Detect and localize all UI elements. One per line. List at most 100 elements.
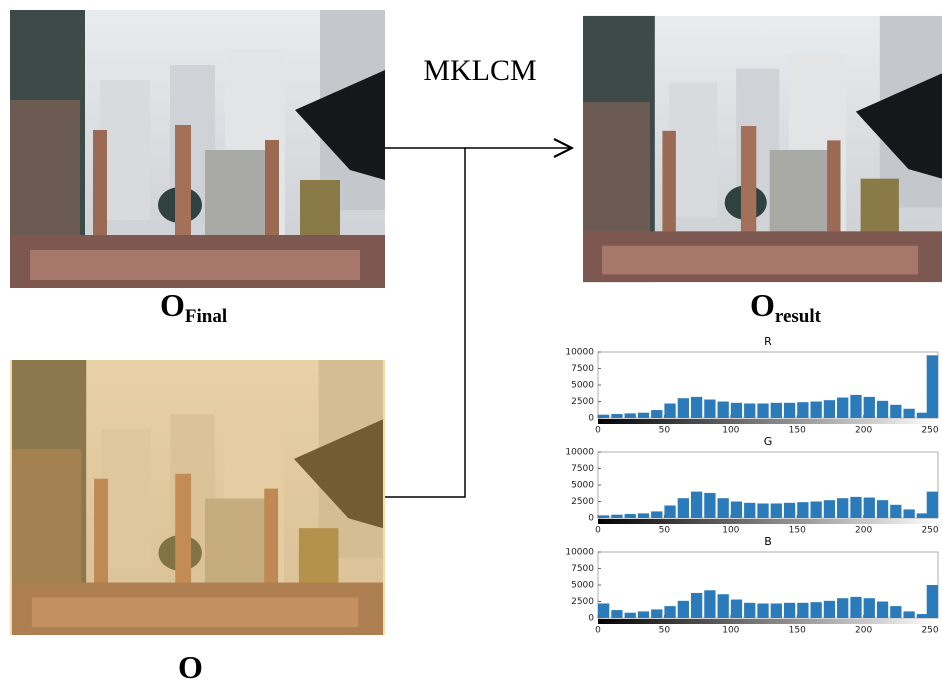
bar [917, 513, 928, 518]
bar [598, 515, 609, 518]
bar [771, 503, 782, 518]
x-tick-label: 200 [855, 526, 872, 536]
bar [625, 613, 636, 618]
bar [744, 503, 755, 518]
bar [718, 594, 729, 618]
label-sub: Final [185, 306, 227, 327]
bar [678, 601, 689, 618]
colorbar [598, 419, 938, 424]
colorbar [598, 519, 938, 524]
connector [385, 148, 465, 497]
x-tick-label: 250 [921, 526, 938, 536]
bar [625, 514, 636, 518]
y-tick-label: 7500 [571, 364, 594, 374]
bar [811, 502, 822, 519]
bar [691, 593, 702, 618]
histogram-title: R [764, 335, 772, 348]
bar [678, 398, 689, 418]
image-label: OFinal [160, 287, 227, 327]
x-tick-label: 100 [722, 426, 739, 436]
bar [638, 513, 649, 518]
image-label: Oresult [750, 287, 822, 327]
bar [638, 611, 649, 618]
bar [611, 414, 622, 418]
bar [611, 515, 622, 518]
x-tick-label: 50 [659, 526, 671, 536]
bar [744, 603, 755, 618]
bar [811, 402, 822, 419]
bar [651, 511, 662, 518]
bar [850, 497, 861, 518]
bar [877, 401, 888, 418]
x-tick-label: 150 [789, 626, 806, 636]
bar [850, 395, 861, 418]
image-label: O [178, 649, 203, 685]
bar [784, 503, 795, 518]
y-tick-label: 10000 [565, 348, 594, 358]
bar [704, 493, 715, 518]
bar [797, 402, 808, 418]
bar [877, 500, 888, 518]
bar [784, 603, 795, 618]
bar [903, 409, 914, 418]
bar [638, 413, 649, 418]
bar [837, 598, 848, 618]
bar [927, 355, 938, 418]
bar [757, 603, 768, 618]
bar [917, 413, 928, 418]
label-main: O [178, 649, 203, 685]
x-tick-label: 50 [659, 626, 671, 636]
y-tick-label: 5000 [571, 381, 594, 391]
bar [890, 405, 901, 418]
x-tick-label: 0 [595, 626, 601, 636]
bar [651, 410, 662, 418]
bar [864, 598, 875, 618]
bar [864, 498, 875, 518]
bar [927, 492, 938, 518]
y-tick-label: 2500 [571, 597, 594, 607]
label-sub: result [775, 306, 822, 327]
bar [824, 400, 835, 418]
figure: MKLCM OFinal O Oresult R0250050007500100… [0, 0, 942, 685]
y-tick-label: 10000 [565, 548, 594, 558]
bar [757, 403, 768, 418]
x-tick-label: 200 [855, 626, 872, 636]
bar [864, 397, 875, 418]
y-tick-label: 10000 [565, 448, 594, 458]
photo-final [10, 10, 385, 288]
bar [691, 492, 702, 518]
bar [704, 400, 715, 418]
bar [664, 505, 675, 518]
bar [598, 415, 609, 418]
bar [811, 602, 822, 618]
x-tick-label: 250 [921, 426, 938, 436]
bar [837, 498, 848, 518]
y-tick-label: 5000 [571, 581, 594, 591]
bar [691, 397, 702, 418]
x-tick-label: 0 [595, 426, 601, 436]
bar [731, 600, 742, 618]
photo-result [583, 16, 942, 282]
x-tick-label: 100 [722, 626, 739, 636]
bar [771, 603, 782, 618]
bar [850, 597, 861, 618]
bar [784, 403, 795, 418]
bar [903, 509, 914, 518]
y-tick-label: 0 [588, 614, 594, 624]
x-tick-label: 0 [595, 526, 601, 536]
colorbar [598, 619, 938, 624]
y-tick-label: 7500 [571, 464, 594, 474]
bar [611, 610, 622, 618]
bar [890, 505, 901, 518]
x-tick-label: 100 [722, 526, 739, 536]
label-main: O [750, 287, 775, 323]
label-main: O [160, 287, 185, 323]
x-tick-label: 50 [659, 426, 671, 436]
x-tick-label: 250 [921, 626, 938, 636]
bar [625, 413, 636, 418]
y-tick-label: 0 [588, 514, 594, 524]
bar [731, 403, 742, 418]
x-tick-label: 150 [789, 426, 806, 436]
bar [917, 614, 928, 618]
bar [664, 403, 675, 418]
